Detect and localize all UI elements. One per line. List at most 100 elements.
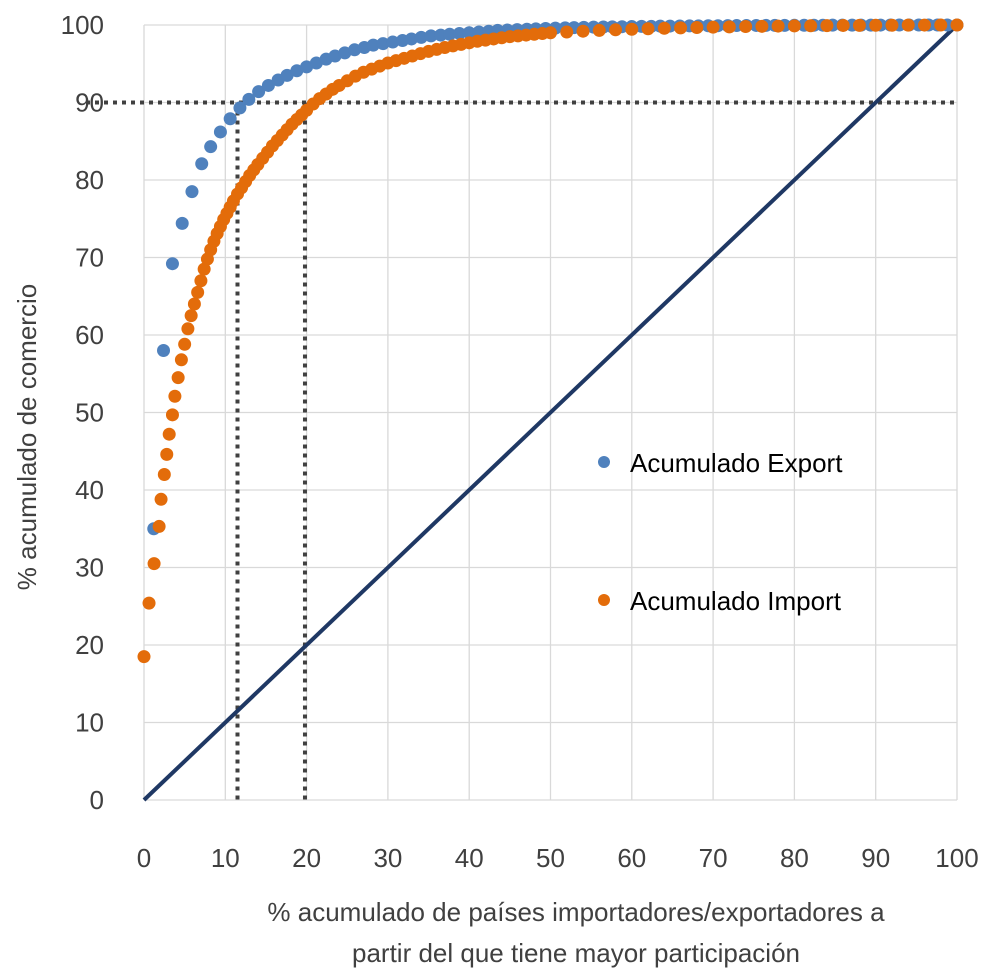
y-tick-labels: 0 10 20 30 40 50 60 70 80 90 100 <box>61 10 104 815</box>
data-point <box>641 22 655 36</box>
data-point <box>820 19 834 33</box>
data-point <box>147 557 161 571</box>
data-point <box>168 389 182 403</box>
data-point <box>690 20 704 34</box>
data-point <box>187 297 201 311</box>
y-tick-label: 100 <box>61 10 104 40</box>
data-point <box>462 26 476 40</box>
data-point <box>366 38 380 52</box>
legend-marker-export <box>598 456 610 468</box>
data-point <box>414 30 428 44</box>
data-points <box>137 18 964 664</box>
legend: Acumulado Export Acumulado Import <box>598 448 843 616</box>
data-point <box>376 37 390 51</box>
data-point <box>950 18 964 32</box>
data-point <box>181 322 195 336</box>
data-point <box>452 27 466 41</box>
data-point <box>609 23 623 37</box>
data-point <box>233 101 247 115</box>
data-point <box>137 650 151 664</box>
data-point <box>191 285 205 299</box>
data-point <box>174 353 188 367</box>
data-point <box>194 274 208 288</box>
data-point <box>934 18 948 32</box>
data-point <box>223 112 237 126</box>
x-tick-label: 40 <box>455 843 484 873</box>
data-point <box>175 216 189 230</box>
x-tick-label: 90 <box>861 843 890 873</box>
y-tick-label: 50 <box>75 398 104 428</box>
y-tick-label: 30 <box>75 553 104 583</box>
x-axis-title-line-1: % acumulado de países importadores/expor… <box>267 897 885 927</box>
data-point <box>261 78 275 92</box>
data-point <box>404 32 418 46</box>
data-point <box>424 29 438 43</box>
data-point <box>213 125 227 139</box>
y-tick-label: 10 <box>75 708 104 738</box>
x-tick-label: 10 <box>211 843 240 873</box>
x-tick-label: 30 <box>373 843 402 873</box>
data-point <box>204 140 218 154</box>
x-tick-label: 80 <box>780 843 809 873</box>
data-point <box>674 21 688 35</box>
data-point <box>443 27 457 41</box>
data-point <box>157 344 171 357</box>
legend-label-export: Acumulado Export <box>630 448 843 478</box>
data-point <box>252 85 266 99</box>
y-tick-label: 90 <box>75 88 104 118</box>
data-point <box>242 92 256 106</box>
y-tick-label: 20 <box>75 630 104 660</box>
data-point <box>836 18 850 32</box>
data-point <box>657 21 671 35</box>
data-point <box>544 26 557 40</box>
x-tick-label: 70 <box>699 843 728 873</box>
x-tick-label: 60 <box>617 843 646 873</box>
data-point <box>625 22 639 36</box>
data-point <box>755 19 769 33</box>
data-point <box>328 49 342 63</box>
data-point <box>195 157 209 171</box>
data-point <box>290 64 304 78</box>
data-point <box>722 20 736 34</box>
legend-marker-import <box>598 594 610 606</box>
data-point <box>280 68 294 82</box>
y-tick-label: 70 <box>75 243 104 273</box>
data-point <box>165 257 179 271</box>
data-point <box>309 56 323 70</box>
series-import <box>137 18 964 664</box>
data-point <box>804 19 818 33</box>
data-point <box>869 18 883 32</box>
data-point <box>185 185 199 199</box>
data-point <box>592 23 606 37</box>
data-point <box>917 18 931 32</box>
diagonal-equality-line <box>142 23 959 802</box>
x-tick-label: 50 <box>536 843 565 873</box>
data-point <box>386 35 400 49</box>
data-point <box>338 46 352 60</box>
data-point <box>157 468 171 481</box>
data-point <box>178 337 192 351</box>
diagonal-line-group <box>142 23 959 802</box>
data-point <box>165 408 179 422</box>
x-axis-title-line-2: partir del que tiene mayor participación <box>352 938 800 968</box>
y-tick-label: 60 <box>75 320 104 350</box>
x-tick-label: 100 <box>935 843 978 873</box>
reference-lines <box>86 100 957 800</box>
data-point <box>162 427 176 441</box>
y-tick-label: 40 <box>75 475 104 505</box>
data-point <box>197 262 211 276</box>
x-tick-label: 0 <box>137 843 151 873</box>
data-point <box>739 20 753 34</box>
y-tick-label: 80 <box>75 165 104 195</box>
data-point <box>706 20 720 34</box>
data-point <box>771 19 785 33</box>
data-point <box>184 309 198 323</box>
data-point <box>160 447 174 461</box>
data-point <box>152 519 166 533</box>
data-point <box>576 24 590 38</box>
x-tick-labels: 0 10 20 30 40 50 60 70 80 90 100 <box>137 843 979 873</box>
data-point <box>560 25 574 39</box>
y-tick-label: 0 <box>90 785 104 815</box>
data-point <box>787 19 801 33</box>
